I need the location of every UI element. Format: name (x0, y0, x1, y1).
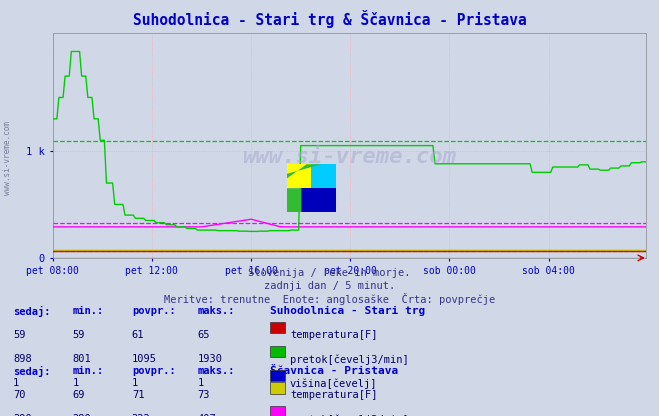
Text: višina[čevelj]: višina[čevelj] (290, 378, 378, 389)
Text: maks.:: maks.: (198, 366, 235, 376)
Text: 322: 322 (132, 414, 150, 416)
Text: Slovenija / reke in morje.: Slovenija / reke in morje. (248, 268, 411, 278)
Text: maks.:: maks.: (198, 306, 235, 316)
Text: 280: 280 (72, 414, 91, 416)
Text: Meritve: trenutne  Enote: anglosaške  Črta: povprečje: Meritve: trenutne Enote: anglosaške Črta… (164, 293, 495, 305)
Text: 70: 70 (13, 390, 26, 400)
Text: www.si-vreme.com: www.si-vreme.com (243, 147, 456, 167)
Text: min.:: min.: (72, 306, 103, 316)
Text: temperatura[F]: temperatura[F] (290, 330, 378, 340)
Text: pretok[čevelj3/min]: pretok[čevelj3/min] (290, 414, 409, 416)
Bar (287, 164, 312, 188)
Text: zadnji dan / 5 minut.: zadnji dan / 5 minut. (264, 281, 395, 291)
Text: Suhodolnica - Stari trg: Suhodolnica - Stari trg (270, 306, 426, 316)
Text: sedaj:: sedaj: (13, 366, 51, 377)
Text: 290: 290 (13, 414, 32, 416)
Text: 1: 1 (13, 378, 19, 388)
Text: www.si-vreme.com: www.si-vreme.com (3, 121, 13, 195)
Text: 73: 73 (198, 390, 210, 400)
Text: 59: 59 (72, 330, 85, 340)
Text: 59: 59 (13, 330, 26, 340)
Text: min.:: min.: (72, 366, 103, 376)
Text: Suhodolnica - Stari trg & Ščavnica - Pristava: Suhodolnica - Stari trg & Ščavnica - Pri… (132, 10, 527, 28)
Text: povpr.:: povpr.: (132, 366, 175, 376)
Text: 1: 1 (72, 378, 78, 388)
Text: temperatura[F]: temperatura[F] (290, 390, 378, 400)
Text: 71: 71 (132, 390, 144, 400)
Text: 407: 407 (198, 414, 216, 416)
Text: 1095: 1095 (132, 354, 157, 364)
Polygon shape (287, 164, 322, 212)
Text: Ščavnica - Pristava: Ščavnica - Pristava (270, 366, 399, 376)
Text: 65: 65 (198, 330, 210, 340)
Text: 1930: 1930 (198, 354, 223, 364)
Text: 61: 61 (132, 330, 144, 340)
Text: 69: 69 (72, 390, 85, 400)
Text: sedaj:: sedaj: (13, 306, 51, 317)
Text: 1: 1 (132, 378, 138, 388)
Text: 801: 801 (72, 354, 91, 364)
Bar (302, 188, 336, 212)
Text: povpr.:: povpr.: (132, 306, 175, 316)
Text: pretok[čevelj3/min]: pretok[čevelj3/min] (290, 354, 409, 364)
Text: 898: 898 (13, 354, 32, 364)
Text: 1: 1 (198, 378, 204, 388)
Bar (312, 164, 336, 188)
